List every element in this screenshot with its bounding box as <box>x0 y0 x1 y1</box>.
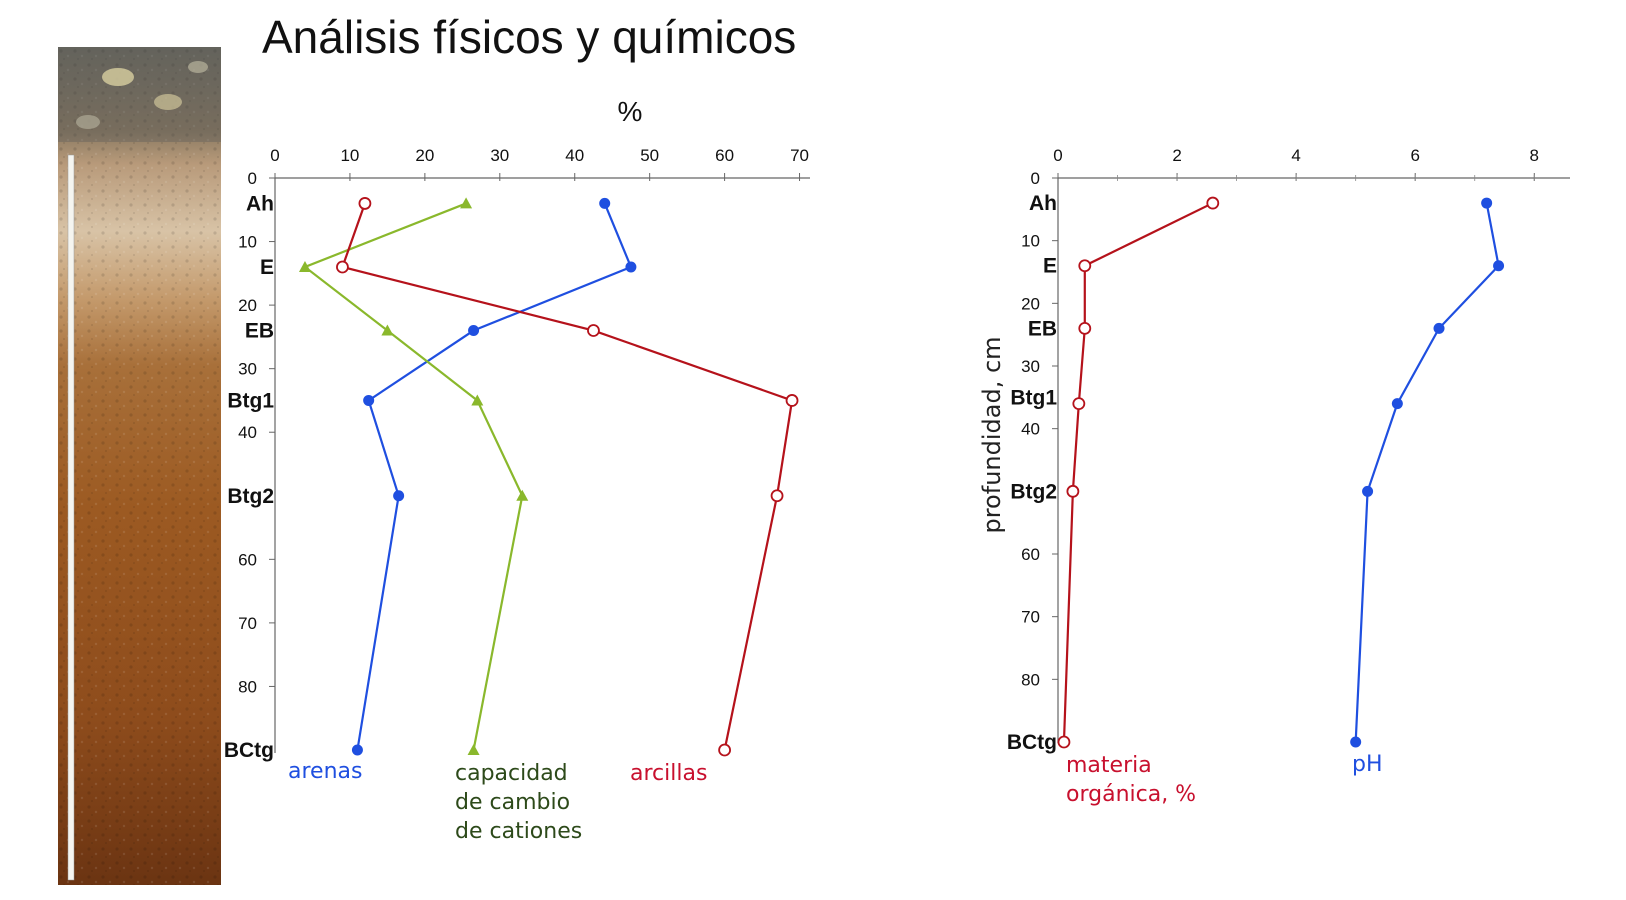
y-tick-label: 30 <box>1021 357 1040 376</box>
data-point <box>467 744 480 755</box>
series-label-cec-line: de cationes <box>455 819 582 844</box>
data-point <box>471 394 484 406</box>
y-tick-label: 30 <box>238 360 257 379</box>
data-point <box>468 325 480 337</box>
data-point <box>1362 485 1374 497</box>
x-tick-label: 8 <box>1530 146 1539 165</box>
horizon-label: Btg1 <box>1010 386 1057 409</box>
soil-profile-photo <box>58 47 221 885</box>
horizon-label: EB <box>245 320 274 343</box>
x-tick-label: 0 <box>1053 146 1062 165</box>
x-tick-label: 40 <box>565 146 584 165</box>
data-point <box>393 490 405 502</box>
horizon-label: E <box>260 256 274 279</box>
chart-chemical: profundidad, cm 0 2 4 6 8 0 10 20 30 40 60 70 80 Ah… <box>978 146 1570 807</box>
horizon-label: E <box>1043 255 1057 278</box>
data-point <box>1078 321 1092 335</box>
x-tick-label: 20 <box>415 146 434 165</box>
horizon-label: Ah <box>1029 192 1057 215</box>
x-tick-label: 4 <box>1291 146 1300 165</box>
x-tick-label: 10 <box>340 146 359 165</box>
y-tick-label: 40 <box>1021 420 1040 439</box>
axis-title-top: % <box>618 96 643 127</box>
data-point <box>1350 736 1362 748</box>
series-label-mo-line: materia <box>1066 753 1152 778</box>
data-point <box>516 489 529 501</box>
y-tick-label: 80 <box>238 677 257 696</box>
data-point <box>336 260 349 274</box>
horizon-label: Btg1 <box>227 389 274 412</box>
series-line <box>302 202 524 751</box>
series-label-arcillas: arcillas <box>630 761 707 786</box>
page-title: Análisis físicos y químicos <box>262 11 797 63</box>
data-point <box>1057 735 1071 749</box>
horizon-label: BCtg <box>1007 731 1057 754</box>
series-label-cec-line: capacidad <box>455 761 568 786</box>
y-axis-label: profundidad, cm <box>978 336 1006 533</box>
data-point <box>1206 196 1220 210</box>
data-point <box>1072 397 1086 411</box>
data-point <box>1481 197 1493 209</box>
data-point <box>351 744 363 756</box>
data-point <box>460 197 473 209</box>
series-label-cec-line: de cambio <box>455 790 570 815</box>
horizon-label: Btg2 <box>1010 480 1057 503</box>
measuring-tape <box>67 154 75 881</box>
data-point <box>770 489 784 503</box>
series-line <box>1062 202 1214 743</box>
series-label-arenas: arenas <box>288 759 362 784</box>
horizon-label: Btg2 <box>227 485 274 508</box>
data-point <box>363 394 375 406</box>
data-point <box>785 394 799 407</box>
y-tick-label: 70 <box>1021 608 1040 627</box>
y-tick-label: 40 <box>238 423 257 442</box>
data-point <box>587 324 600 337</box>
y-tick-label: 0 <box>1031 169 1040 188</box>
series-label-materia-organica: materia orgánica, % <box>1066 753 1196 807</box>
data-point <box>1078 259 1092 273</box>
chart-physical: % 0 10 20 30 40 50 60 70 0 10 20 30 40 60 70 80 Ah E EB B… <box>224 96 810 844</box>
data-point <box>298 260 311 272</box>
y-tick-label: 20 <box>238 296 257 315</box>
y-tick-label: 60 <box>238 550 257 569</box>
data-point <box>599 197 611 209</box>
y-tick-label: 80 <box>1021 670 1040 689</box>
x-tick-label: 0 <box>270 146 279 165</box>
data-point <box>718 743 732 757</box>
y-tick-label: 70 <box>238 614 257 633</box>
data-point <box>1433 322 1445 334</box>
x-tick-label: 2 <box>1172 146 1181 165</box>
data-point <box>625 261 637 273</box>
horizon-label: EB <box>1028 317 1057 340</box>
series-line <box>1354 202 1500 743</box>
series-label-cec: capacidad de cambio de cationes <box>455 761 582 844</box>
data-point <box>1493 260 1505 272</box>
series-label-ph: pH <box>1352 752 1383 777</box>
y-tick-label: 10 <box>1021 232 1040 251</box>
series-label-mo-line: orgánica, % <box>1066 782 1196 807</box>
x-tick-label: 60 <box>715 146 734 165</box>
y-tick-label: 20 <box>1021 294 1040 313</box>
horizon-label: BCtg <box>224 739 274 762</box>
data-point <box>358 197 372 210</box>
x-tick-label: 70 <box>790 146 809 165</box>
series-line <box>356 203 633 751</box>
series-line <box>341 203 794 751</box>
x-tick-label: 30 <box>490 146 509 165</box>
horizon-label: Ah <box>246 192 274 215</box>
data-point <box>1066 484 1080 498</box>
y-tick-label: 0 <box>248 169 257 188</box>
x-tick-label: 50 <box>640 146 659 165</box>
y-tick-label: 10 <box>238 233 257 252</box>
x-tick-label: 6 <box>1410 146 1419 165</box>
data-point <box>381 324 394 336</box>
data-point <box>1391 398 1403 410</box>
y-tick-label: 60 <box>1021 545 1040 564</box>
